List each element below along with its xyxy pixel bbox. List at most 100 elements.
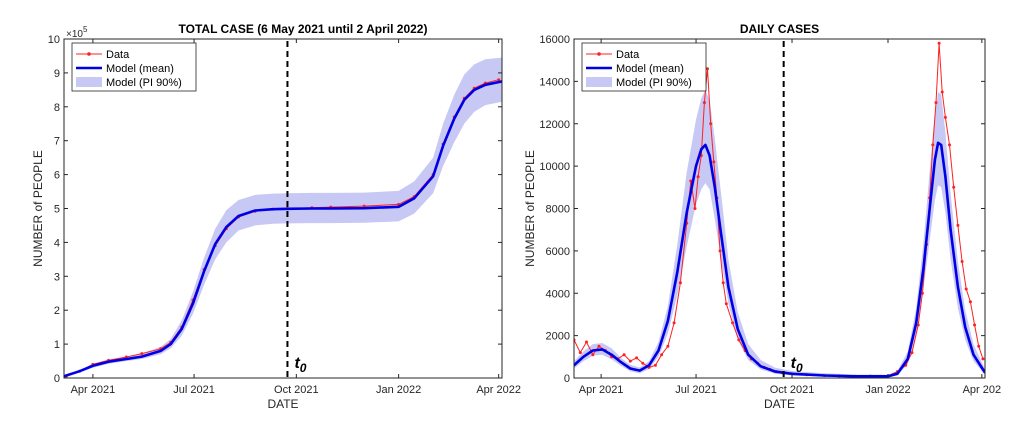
data-point — [709, 122, 713, 126]
data-point — [653, 363, 657, 367]
data-point — [910, 351, 914, 355]
data-point — [660, 353, 664, 357]
data-point — [696, 175, 700, 179]
y-tick-label: 8 — [54, 102, 60, 114]
legend-label: Model (PI 90%) — [106, 77, 182, 89]
x-axis-label: DATE — [764, 397, 795, 411]
data-point — [916, 323, 920, 327]
x-tick-label: Apr 2022 — [476, 384, 521, 396]
legend-label: Model (mean) — [106, 63, 174, 75]
t0-label: t0 — [294, 355, 306, 375]
data-point — [641, 361, 645, 365]
x-tick-label: Jul 2021 — [675, 384, 717, 396]
y-tick-label: 0 — [564, 373, 570, 385]
model-mean-line — [64, 80, 502, 378]
legend-label: Data — [106, 49, 130, 61]
data-point — [737, 338, 741, 342]
pi-band — [64, 57, 502, 377]
legend-band-swatch — [76, 77, 102, 87]
data-point — [948, 143, 951, 147]
data-point — [666, 344, 670, 348]
y-tick-label: 1 — [54, 339, 60, 351]
data-point — [937, 41, 941, 45]
data-point — [591, 353, 595, 357]
data-line — [66, 79, 499, 377]
y-axis-label: NUMBER of PEOPLE — [523, 150, 537, 267]
data-point — [597, 344, 601, 348]
legend-data-marker — [87, 52, 91, 56]
data-point — [920, 291, 924, 295]
daily-cases-panel: t0 0 2000 4000 6000 8000 10000 12000 14000 16000 A… — [523, 22, 1001, 411]
data-point — [672, 321, 676, 325]
data-point — [140, 352, 144, 356]
chart-title: DAILY CASES — [740, 22, 819, 36]
data-point — [678, 281, 682, 285]
data-point — [706, 67, 709, 71]
data-point — [977, 344, 981, 348]
legend-data-marker — [597, 52, 601, 56]
data-point — [956, 223, 960, 227]
data-point — [497, 78, 501, 82]
data-point — [689, 179, 693, 183]
y-tick-label: 16000 — [539, 34, 570, 46]
data-point — [718, 249, 722, 253]
x-tick-label: Oct 2021 — [274, 384, 319, 396]
data-point — [940, 90, 944, 94]
y-tick-label: 0 — [54, 373, 60, 385]
data-point — [635, 356, 639, 360]
y-tick-label: 6000 — [546, 246, 570, 258]
data-point — [981, 357, 985, 361]
x-tick-label: Oct 2021 — [770, 384, 815, 396]
legend-label: Model (mean) — [616, 63, 684, 75]
legend-band-swatch — [586, 77, 612, 87]
data-point — [362, 204, 366, 208]
y-tick-label: 3 — [54, 271, 60, 283]
data-point — [952, 185, 956, 189]
y-tick-label: 12000 — [539, 119, 570, 131]
y-tick-label: 4 — [54, 237, 60, 249]
total-cases-panel: t0 0 1 2 3 4 5 6 7 8 9 10 Apr 2021 Jul 2021 Oct 2021 Ja… — [31, 22, 521, 411]
data-point — [622, 353, 626, 357]
y-tick-label: 10 — [48, 34, 60, 46]
data-point — [931, 143, 935, 147]
y-tick-label: 2 — [54, 305, 60, 317]
data-point — [578, 351, 582, 355]
data-point — [934, 101, 938, 105]
pi-band — [574, 89, 985, 378]
data-point — [731, 321, 735, 325]
plot-area — [64, 57, 502, 378]
x-axis-label: DATE — [267, 397, 298, 411]
data-line — [574, 43, 984, 377]
model-mean-line — [574, 141, 985, 378]
y-tick-label: 7 — [54, 136, 60, 148]
data-point — [973, 323, 977, 327]
y-exponent-label: ×105 — [66, 25, 88, 40]
data-point — [712, 160, 716, 164]
data-point — [693, 207, 697, 210]
data-point — [968, 300, 972, 304]
data-point — [724, 302, 728, 306]
y-tick-label: 4000 — [546, 288, 570, 300]
data-point — [960, 260, 964, 263]
x-tick-label: Apr 202 — [963, 384, 1002, 396]
x-tick-label: Apr 2021 — [579, 384, 624, 396]
data-point — [628, 359, 632, 363]
y-axis-label: NUMBER of PEOPLE — [31, 150, 45, 267]
t0-label: t0 — [791, 355, 803, 375]
y-tick-label: 8000 — [546, 204, 570, 216]
plot-area — [574, 41, 985, 378]
x-tick-label: Jan 2022 — [376, 384, 421, 396]
x-tick-label: Jul 2021 — [173, 384, 215, 396]
y-tick-label: 10000 — [539, 161, 570, 173]
data-point — [721, 281, 725, 285]
legend-label: Model (PI 90%) — [616, 77, 692, 89]
x-tick-label: Apr 2021 — [71, 384, 116, 396]
data-point — [964, 287, 968, 291]
y-tick-label: 6 — [54, 170, 60, 182]
data-point — [702, 101, 706, 105]
x-tick-label: Jan 2022 — [865, 384, 910, 396]
y-tick-label: 9 — [54, 68, 60, 80]
y-tick-label: 14000 — [539, 76, 570, 88]
y-tick-label: 5 — [54, 204, 60, 216]
